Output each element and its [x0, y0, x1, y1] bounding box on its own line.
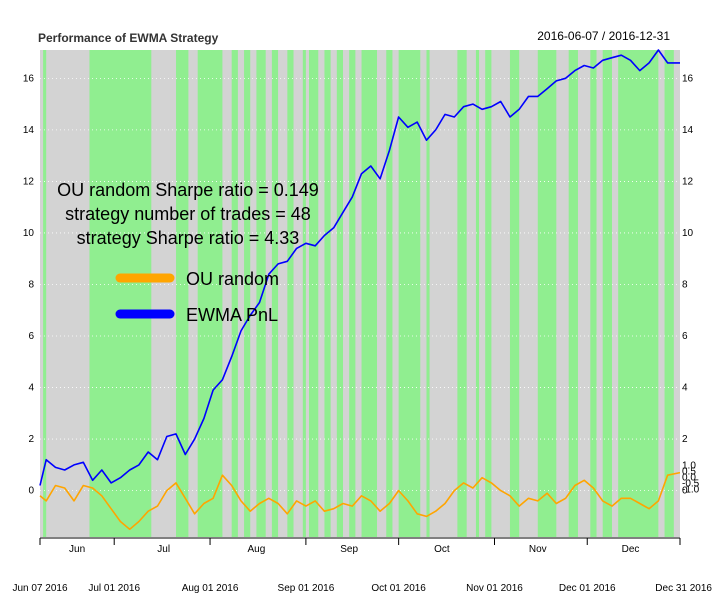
y-tick-label-left: 8: [28, 279, 34, 290]
annotation-ou-sharpe: OU random Sharpe ratio = 0.149: [57, 180, 319, 200]
y-tick-label-left: 2: [28, 434, 34, 445]
y-tick-label-right: 4: [682, 383, 688, 394]
month-label: Sep: [340, 544, 358, 555]
axes: 0 0 2 2 4 4 6 6 8 8 10 10 12 12 14 14 16 16 1.00.50.0-0.5-…: [12, 73, 712, 594]
long-period-band: [43, 50, 47, 537]
x-date-label: Jul 01 2016: [88, 583, 140, 594]
long-period-band: [426, 50, 430, 537]
long-period-band: [197, 50, 223, 537]
month-label: Jul: [157, 544, 170, 555]
long-period-band: [244, 50, 251, 537]
series-line-ewma-pnl: [39, 49, 680, 486]
right-axis-small-label: 0.5: [682, 467, 696, 478]
x-date-label: Dec 01 2016: [559, 583, 616, 594]
long-period-band: [231, 50, 238, 537]
long-period-band: [89, 50, 152, 537]
long-period-band: [485, 50, 492, 537]
y-tick-label-left: 6: [28, 331, 34, 342]
y-tick-label-right: 16: [682, 73, 694, 84]
y-tick-label-left: 10: [23, 228, 35, 239]
long-period-band: [568, 50, 578, 537]
right-axis-small-label: -1.0: [682, 485, 700, 496]
long-period-band: [386, 50, 393, 537]
series-lines: [39, 49, 681, 531]
long-period-band: [590, 50, 597, 537]
y-tick-label-left: 4: [28, 383, 34, 394]
month-label: Nov: [529, 544, 547, 555]
long-period-band: [256, 50, 266, 537]
y-tick-label-right: 6: [682, 331, 688, 342]
annotation-number-of-trades: strategy number of trades = 48: [65, 204, 311, 224]
month-label: Dec: [622, 544, 640, 555]
x-date-label: Oct 01 2016: [371, 583, 426, 594]
legend-label-ou-random: OU random: [186, 269, 279, 289]
y-tick-label-right: 0: [682, 486, 688, 497]
annotation-strategy-sharpe: strategy Sharpe ratio = 4.33: [77, 228, 300, 248]
right-axis-small-label: 1.0: [682, 461, 696, 472]
y-tick-label-right: 8: [682, 279, 688, 290]
series-line-ou-random: [39, 471, 681, 531]
x-date-label: Nov 01 2016: [466, 583, 523, 594]
chart-title: Performance of EWMA Strategy: [38, 31, 219, 45]
long-period-band: [271, 50, 279, 537]
month-label: Jun: [69, 544, 85, 555]
long-period-band: [361, 50, 378, 537]
x-date-label: Aug 01 2016: [182, 583, 239, 594]
long-period-band: [308, 50, 319, 537]
background-periods: [40, 50, 680, 537]
right-axis-small-label: 0.0: [682, 473, 696, 484]
x-date-label: Dec 31 2016: [655, 583, 712, 594]
long-period-band: [176, 50, 189, 537]
annotations: OU random Sharpe ratio = 0.149 strategy …: [57, 180, 319, 248]
legend: OU random EWMA PnL: [115, 269, 279, 325]
long-period-band: [324, 50, 331, 537]
long-period-band: [398, 50, 421, 537]
long-period-band: [537, 50, 557, 537]
date-range-label: 2016-06-07 / 2016-12-31: [537, 29, 670, 43]
long-period-band: [302, 50, 306, 537]
long-period-band: [602, 50, 612, 537]
long-period-band: [336, 50, 343, 537]
long-period-band: [509, 50, 520, 537]
y-tick-label-right: 2: [682, 434, 688, 445]
long-period-band: [287, 50, 294, 537]
long-period-band: [618, 50, 659, 537]
month-label: Aug: [248, 544, 266, 555]
long-period-band: [349, 50, 356, 537]
long-period-band: [457, 50, 467, 537]
y-tick-label-right: 10: [682, 228, 694, 239]
long-period-band: [475, 50, 480, 537]
y-tick-label-right: 12: [682, 176, 694, 187]
right-axis-small-label: -0.5: [682, 479, 700, 490]
y-tick-label-left: 0: [28, 486, 34, 497]
x-date-label: Sep 01 2016: [278, 583, 335, 594]
y-tick-label-right: 14: [682, 125, 694, 136]
x-date-label: Jun 07 2016: [12, 583, 67, 594]
y-tick-label-left: 12: [23, 176, 35, 187]
y-tick-label-left: 16: [23, 73, 35, 84]
y-tick-label-left: 14: [23, 125, 35, 136]
long-period-band: [664, 50, 674, 537]
legend-label-ewma-pnl: EWMA PnL: [186, 305, 278, 325]
month-label: Oct: [434, 544, 450, 555]
